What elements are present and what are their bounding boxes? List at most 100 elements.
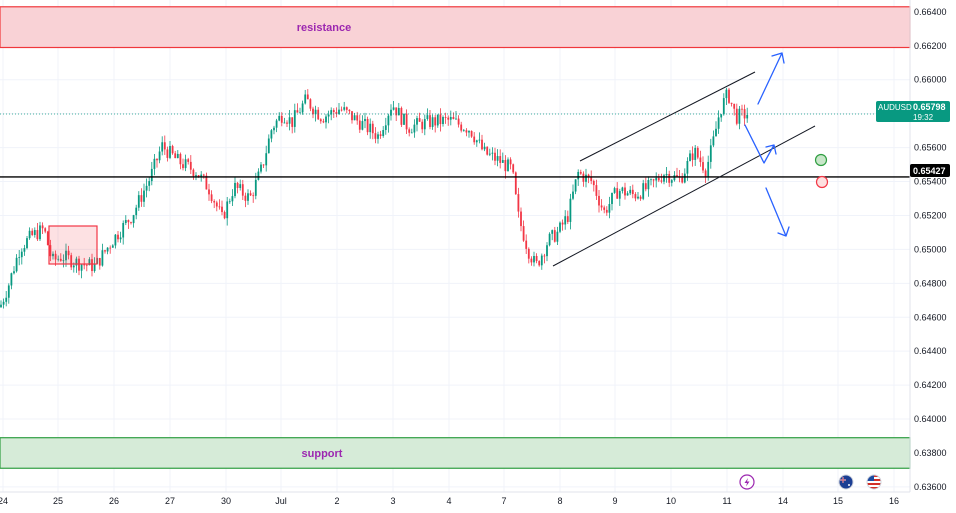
consolidation-box[interactable]: [48, 225, 98, 265]
candle-body: [80, 264, 83, 271]
us-flag-icon[interactable]: [866, 474, 882, 490]
pullback-arrow[interactable]: [744, 124, 777, 164]
candle-body: [124, 220, 127, 224]
candle-body: [46, 231, 49, 246]
candle-body: [613, 188, 616, 193]
icons[interactable]: [739, 474, 882, 490]
candle-body: [535, 255, 538, 262]
channel-lower-line[interactable]: [552, 125, 816, 267]
candle-body: [166, 149, 169, 158]
candle-body: [351, 111, 353, 121]
candle-body: [187, 159, 190, 162]
time-tick-label: 30: [221, 496, 231, 506]
candle-body: [473, 136, 476, 143]
candle-body: [195, 175, 197, 177]
channel-upper-line[interactable]: [579, 71, 756, 162]
candle-body: [746, 115, 749, 119]
bearish-arrow[interactable]: [765, 187, 790, 237]
candle-body: [338, 109, 340, 115]
candle-body: [699, 157, 702, 163]
candle-body: [501, 160, 504, 163]
candle-body: [491, 152, 494, 154]
candle-body: [626, 193, 629, 196]
candle-body: [590, 176, 593, 181]
candle-body: [465, 130, 468, 133]
candle-body: [358, 120, 361, 130]
candle-body: [72, 265, 75, 268]
candle-body: [54, 253, 57, 260]
candle-body: [397, 107, 400, 116]
countdown-label: 19:32: [913, 113, 934, 122]
time-axis[interactable]: 24 25 26 27 30 Jul 2 3 4 7 8 9 10 11 14 15 16: [0, 491, 910, 506]
candle-body: [582, 173, 585, 182]
time-tick-label: 2: [334, 496, 339, 506]
candle-body: [605, 209, 608, 213]
sell-signal-circle[interactable]: [815, 175, 829, 189]
candle-body: [44, 228, 47, 232]
candle-body: [171, 146, 174, 154]
candle-body: [23, 248, 26, 252]
candle-body: [262, 164, 265, 166]
candle-body: [683, 173, 686, 183]
candle-body: [7, 285, 10, 298]
australia-flag-icon[interactable]: [838, 474, 854, 490]
candle-body: [275, 120, 278, 128]
support-zone[interactable]: [0, 437, 911, 469]
candle-body: [650, 179, 652, 181]
candle-body: [400, 107, 403, 125]
candle-body: [57, 258, 60, 260]
candle-body: [322, 121, 325, 123]
candle-body: [483, 146, 486, 150]
candle-body: [104, 250, 106, 252]
candle-body: [231, 196, 234, 202]
candle-body: [345, 107, 348, 110]
candle-body: [592, 180, 595, 186]
candles: [0, 87, 749, 309]
price-tick-label: 0.64000: [914, 414, 947, 424]
drawings[interactable]: [0, 52, 910, 267]
candle-body: [254, 179, 257, 196]
candle-body: [70, 255, 73, 268]
lightning-icon[interactable]: [739, 474, 755, 490]
candle-body: [200, 174, 203, 178]
candle-body: [78, 258, 80, 271]
candle-body: [319, 119, 322, 122]
candle-body: [257, 171, 260, 180]
candle-body: [569, 198, 572, 222]
candle-body: [369, 123, 372, 133]
candle-body: [291, 117, 294, 127]
candle-body: [260, 164, 262, 172]
price-tick-label: 0.66400: [914, 7, 947, 17]
candle-body: [221, 206, 223, 213]
candle-body: [715, 128, 717, 137]
candle-body: [288, 117, 291, 124]
candle-body: [738, 108, 741, 124]
candle-body: [439, 114, 442, 125]
candle-body: [457, 118, 460, 125]
candle-body: [28, 230, 31, 239]
candle-body: [712, 136, 715, 146]
candle-body: [392, 107, 395, 110]
candle-body: [88, 259, 91, 266]
candle-body: [725, 89, 728, 99]
candle-body: [174, 153, 177, 159]
price-axis[interactable]: 0.664000.662000.660000.658000.656000.654…: [909, 0, 947, 492]
candle-body: [205, 175, 208, 190]
candle-body: [618, 191, 621, 199]
candle-body: [156, 158, 158, 161]
price-badges: AUDUSD 0.65798 19:32 0.65427: [876, 101, 950, 177]
price-tick-label: 0.64400: [914, 346, 947, 356]
bullish-arrow[interactable]: [757, 52, 785, 105]
buy-signal-circle[interactable]: [814, 153, 828, 167]
candle-body: [153, 158, 156, 169]
time-tick-label: 9: [612, 496, 617, 506]
candle-body: [247, 193, 249, 201]
candle-body: [629, 189, 632, 194]
candle-body: [93, 263, 96, 272]
candle-body: [119, 237, 122, 240]
resistance-zone[interactable]: [0, 6, 911, 49]
candle-body: [436, 114, 439, 126]
price-tick-label: 0.65000: [914, 244, 947, 254]
